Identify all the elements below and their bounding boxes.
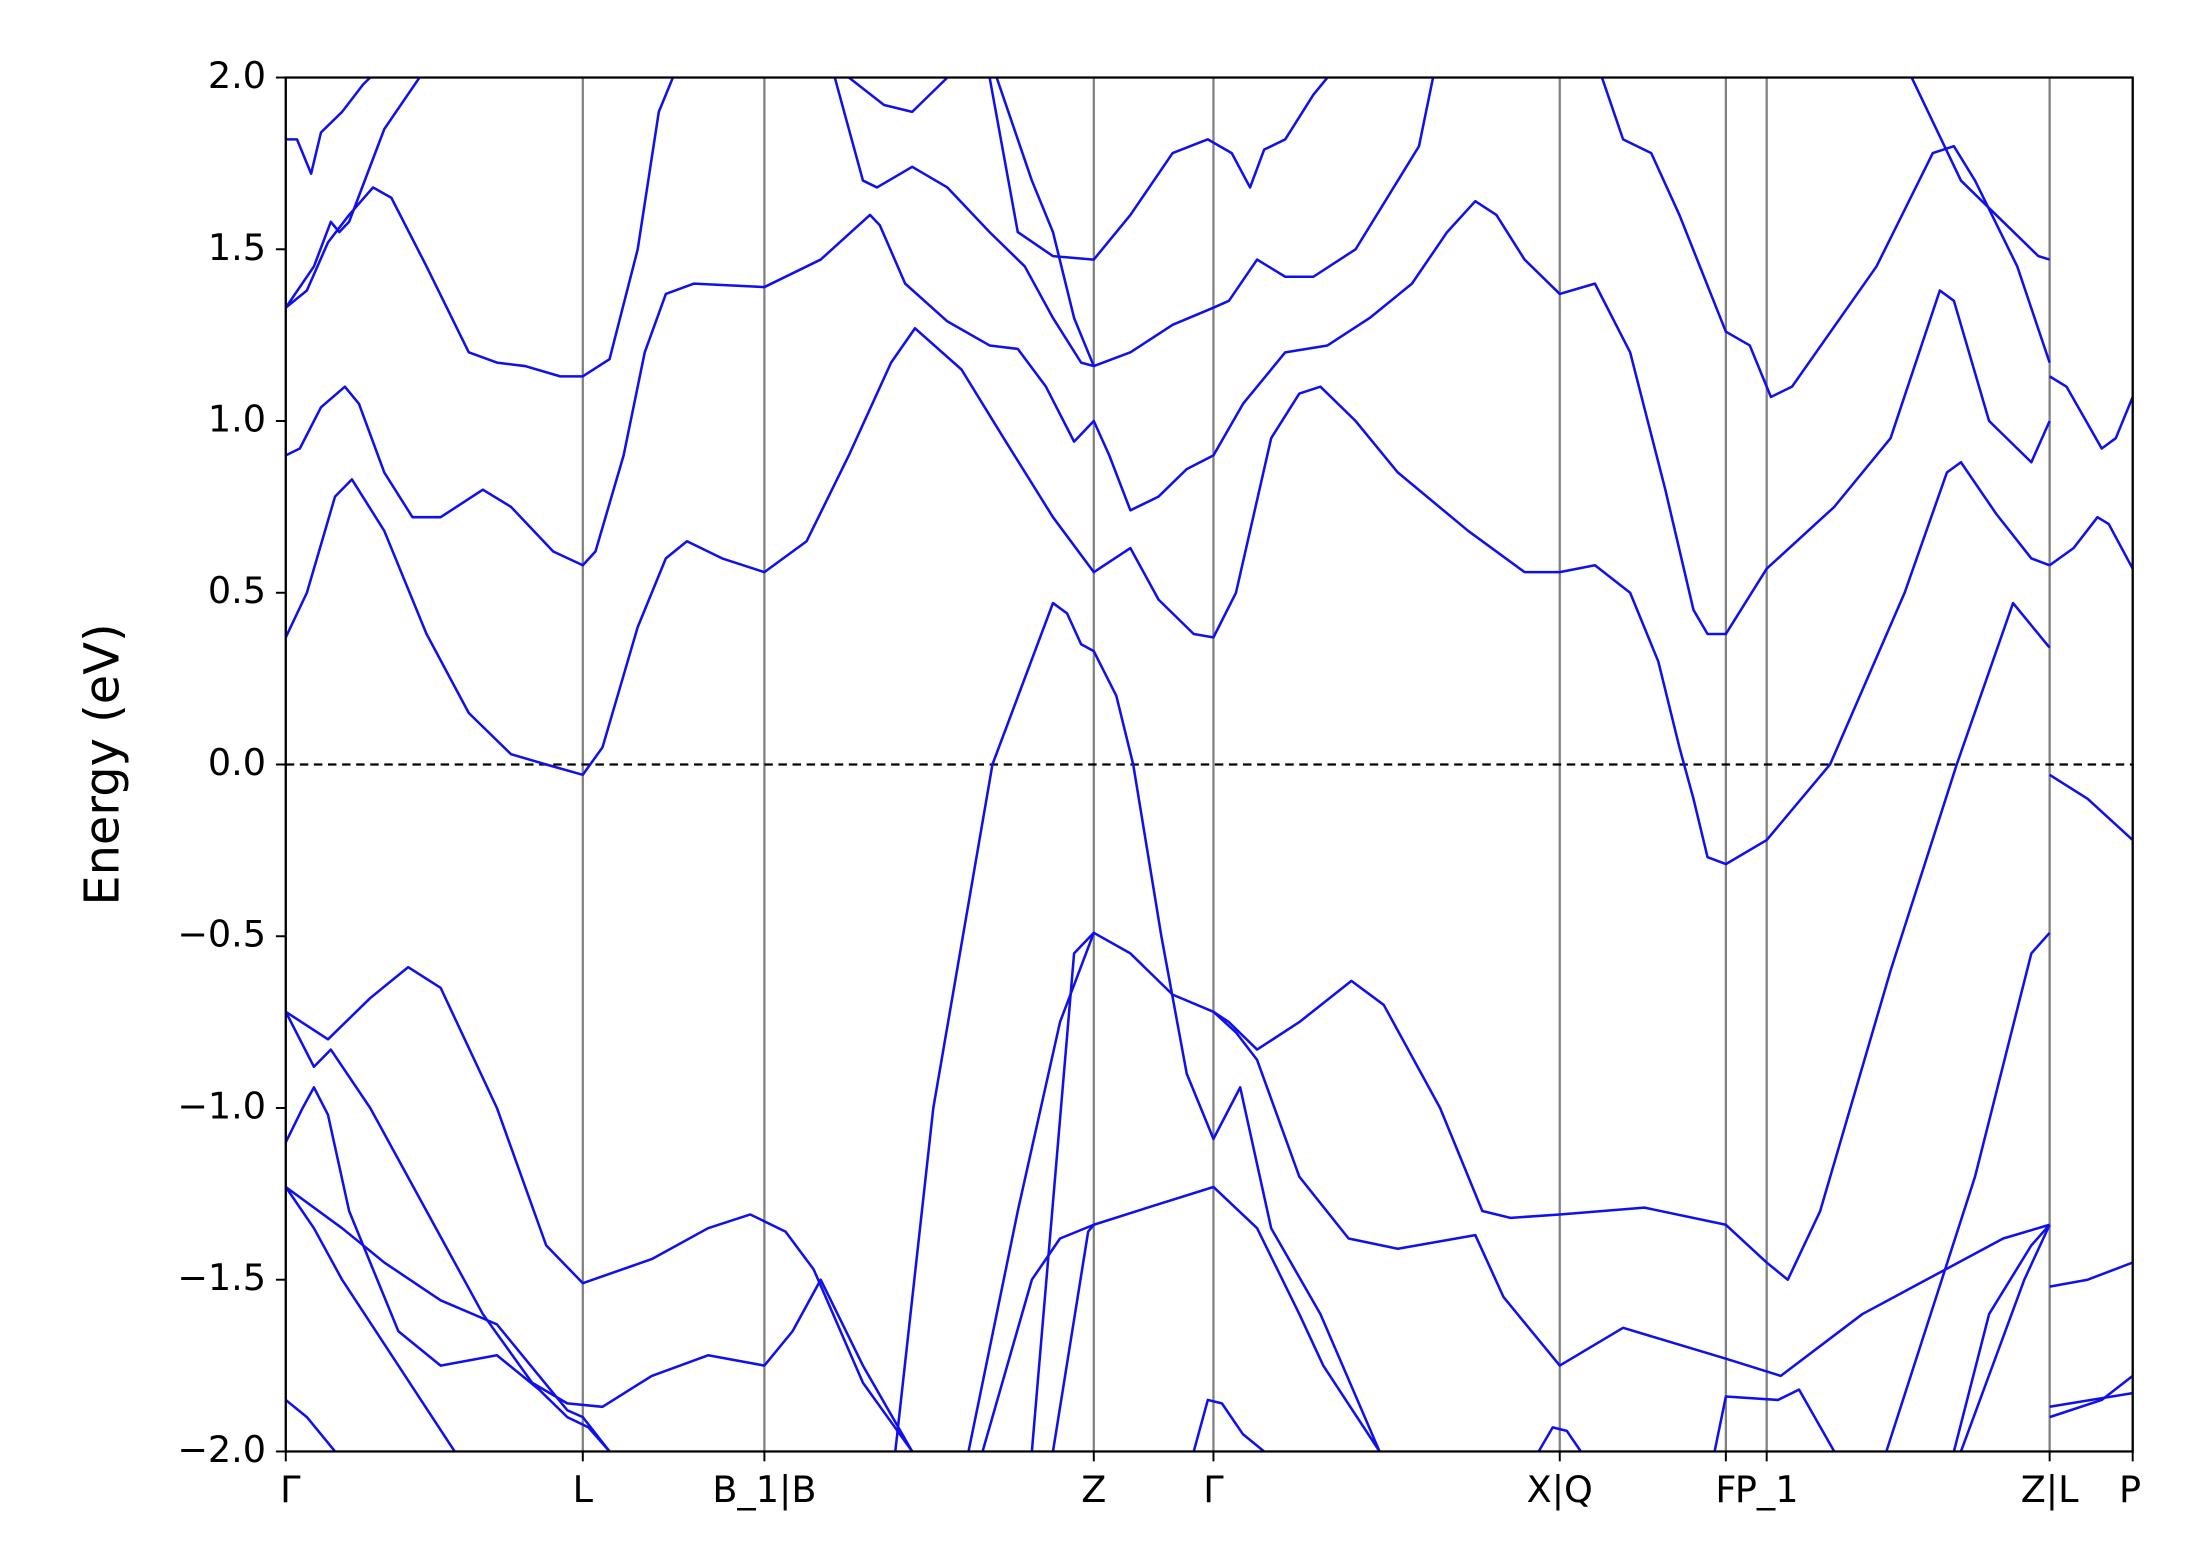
band-line <box>848 77 949 114</box>
band-line <box>833 77 1435 368</box>
x-tick-label: B_1|B <box>712 1468 816 1512</box>
band-line <box>1910 77 2051 261</box>
band-line <box>285 77 372 175</box>
band-line <box>1051 1185 1381 1452</box>
band-line <box>285 1086 611 1452</box>
bands <box>285 77 2133 1452</box>
band-line <box>2049 1374 2133 1419</box>
band-line <box>1885 931 2051 1452</box>
band-line <box>1212 1010 2050 1378</box>
band-line <box>285 1011 914 1452</box>
band-line <box>1959 1224 2051 1452</box>
band-line <box>1952 1223 2051 1452</box>
band-line <box>285 965 914 1452</box>
plot-frame <box>284 76 2134 1453</box>
y-tick-label: −2.0 <box>177 1428 266 1471</box>
band-line <box>967 601 2051 1452</box>
y-tick-label: 0.0 <box>208 741 266 784</box>
y-tick-label: −1.5 <box>177 1256 266 1299</box>
band-line <box>285 199 2051 636</box>
band-line <box>2049 1391 2133 1409</box>
band-line <box>1600 77 2051 399</box>
x-tick-label: F <box>1715 1468 1736 1511</box>
band-line <box>1713 1388 1836 1452</box>
band-line <box>2048 515 2133 570</box>
band-line <box>285 1185 611 1452</box>
y-tick-label: 1.5 <box>208 226 266 269</box>
y-tick-label: −1.0 <box>177 1084 266 1127</box>
band-line <box>2048 375 2133 450</box>
y-tick-label: 1.0 <box>208 398 266 441</box>
y-tick-label: 0.5 <box>208 569 266 612</box>
band-line <box>981 1223 1095 1452</box>
x-tick-label: L <box>573 1468 594 1511</box>
band-line <box>1192 1398 1265 1452</box>
band-line <box>988 77 1329 261</box>
band-line <box>285 77 675 378</box>
x-tick-label: Γ <box>280 1468 301 1511</box>
y-tick-label: −0.5 <box>177 913 266 956</box>
band-line <box>1030 931 1095 1452</box>
x-tick-label: Z <box>1081 1468 1106 1511</box>
band-line <box>285 1398 337 1452</box>
y-tick-label: 2.0 <box>208 54 266 97</box>
x-tick-label: Z|L <box>2021 1468 2079 1512</box>
band-line <box>995 77 1095 367</box>
x-tick-label: P <box>2119 1468 2141 1511</box>
band-line <box>894 601 1381 1452</box>
band-line <box>2049 1261 2133 1288</box>
x-tick-label: Γ <box>1203 1468 1224 1511</box>
band-line <box>285 77 421 309</box>
y-axis-label: Energy (eV) <box>76 623 131 905</box>
x-tick-label: P_1 <box>1735 1468 1799 1511</box>
x-tick-label: X|Q <box>1527 1468 1593 1512</box>
axes: Γ L B_1|B Z Γ X|Q FP_1 Z|L P −2.0 −1.5 −1.0 −0.5 0.0 0… <box>177 54 2141 1512</box>
band-line <box>1537 1426 1582 1452</box>
band-line <box>285 327 2051 866</box>
band-line <box>285 1186 456 1452</box>
band-line <box>2048 773 2133 841</box>
